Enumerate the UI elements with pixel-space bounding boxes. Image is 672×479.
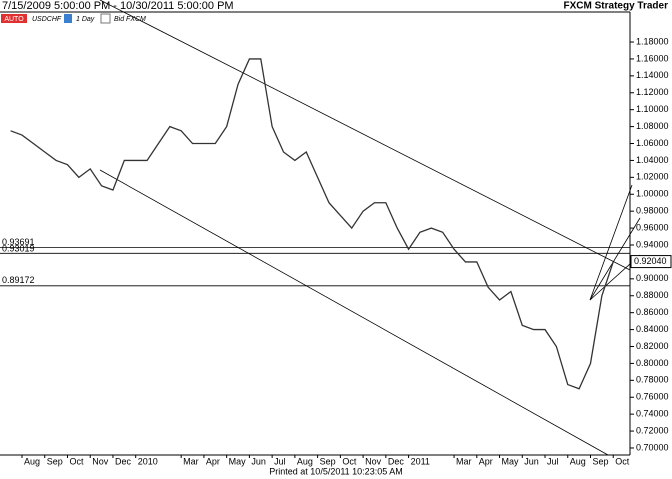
period-icon <box>64 14 72 23</box>
y-tick-label: 0.84000 <box>636 324 669 334</box>
y-tick-label: 1.02000 <box>636 172 669 182</box>
y-tick-label: 1.04000 <box>636 155 669 165</box>
x-tick-label: Dec <box>115 456 132 466</box>
y-tick-label: 1.12000 <box>636 87 669 97</box>
auto-button[interactable] <box>1 14 27 23</box>
x-tick-label: May <box>229 456 247 466</box>
y-tick-label: 1.06000 <box>636 138 669 148</box>
y-tick-label: 0.86000 <box>636 307 669 317</box>
x-tick-label: Apr <box>479 456 493 466</box>
x-tick-label: Aug <box>570 456 586 466</box>
y-tick-label: 0.72000 <box>636 425 669 435</box>
y-tick-label: 0.70000 <box>636 442 669 452</box>
x-tick-label: Nov <box>92 456 109 466</box>
y-tick-label: 0.78000 <box>636 375 669 385</box>
y-tick-label: 0.76000 <box>636 392 669 402</box>
y-tick-label: 0.80000 <box>636 358 669 368</box>
x-tick-label: Jun <box>251 456 266 466</box>
x-tick-label: Apr <box>206 456 220 466</box>
chart-title: 7/15/2009 5:00:00 PM - 10/30/2011 5:00:0… <box>2 0 234 12</box>
x-tick-label: Aug <box>297 456 313 466</box>
y-tick-label: 1.14000 <box>636 70 669 80</box>
trend-line <box>99 0 631 271</box>
price-icon <box>100 13 111 24</box>
y-tick-label: 1.16000 <box>636 53 669 63</box>
last-price-label: 0.92040 <box>634 256 667 266</box>
x-tick-label: Sep <box>593 456 609 466</box>
x-tick-label: Dec <box>388 456 405 466</box>
y-tick-label: 0.96000 <box>636 222 669 232</box>
x-tick-label: 2011 <box>411 456 430 466</box>
price-line <box>10 58 614 390</box>
period: 1 Day <box>76 16 95 23</box>
y-tick-label: 0.74000 <box>636 409 669 419</box>
x-tick-label: Nov <box>365 456 382 466</box>
symbol: USDCHF <box>32 16 62 23</box>
brand: FXCM Strategy Trader <box>564 1 669 12</box>
y-tick-label: 0.98000 <box>636 206 669 216</box>
x-tick-label: Sep <box>47 456 63 466</box>
trend-line <box>589 184 633 301</box>
y-tick-label: 1.18000 <box>636 36 669 46</box>
y-tick-label: 0.94000 <box>636 239 669 249</box>
y-tick-label: 0.82000 <box>636 341 669 351</box>
footer: Printed at 10/5/2011 10:23:05 AM <box>269 466 402 476</box>
trend-line <box>589 217 641 301</box>
x-tick-label: Oct <box>342 456 357 466</box>
y-tick-label: 1.08000 <box>636 121 669 131</box>
x-tick-label: Oct <box>615 456 630 466</box>
auto-label: AUTO <box>4 16 24 23</box>
x-tick-label: Mar <box>456 456 472 466</box>
price-type: Bid FXCM <box>114 16 146 23</box>
x-tick-label: Mar <box>183 456 199 466</box>
x-tick-label: May <box>502 456 520 466</box>
level-label: 0.93019 <box>2 244 35 254</box>
y-tick-label: 1.00000 <box>636 189 669 199</box>
x-tick-label: Jul <box>547 456 559 466</box>
x-tick-label: Aug <box>24 456 40 466</box>
x-tick-label: Oct <box>69 456 84 466</box>
last-price-box <box>630 255 672 269</box>
level-label: 0.89172 <box>2 275 35 285</box>
x-tick-label: Jun <box>524 456 539 466</box>
x-tick-label: Sep <box>320 456 336 466</box>
y-tick-label: 0.88000 <box>636 290 669 300</box>
trend-line <box>99 169 609 456</box>
level-label: 0.93691 <box>2 237 35 247</box>
y-tick-label: 0.90000 <box>636 273 669 283</box>
x-tick-label: 2010 <box>138 456 158 466</box>
y-tick-label: 1.10000 <box>636 104 669 114</box>
x-tick-label: Jul <box>274 456 286 466</box>
